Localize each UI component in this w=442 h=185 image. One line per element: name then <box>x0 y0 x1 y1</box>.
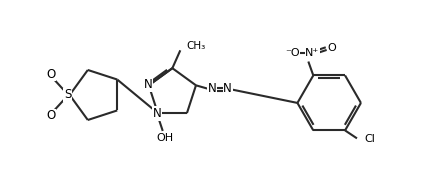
Text: N: N <box>143 78 152 91</box>
Text: S: S <box>64 88 71 102</box>
Text: N: N <box>152 107 161 120</box>
Text: O: O <box>328 43 336 53</box>
Text: N⁺: N⁺ <box>305 48 320 58</box>
Text: O: O <box>47 68 56 81</box>
Text: Cl: Cl <box>364 134 375 144</box>
Text: N: N <box>207 82 216 95</box>
Text: ⁻O: ⁻O <box>285 48 300 58</box>
Text: CH₃: CH₃ <box>186 41 206 51</box>
Text: O: O <box>47 109 56 122</box>
Text: OH: OH <box>156 133 173 143</box>
Text: N: N <box>223 82 232 95</box>
